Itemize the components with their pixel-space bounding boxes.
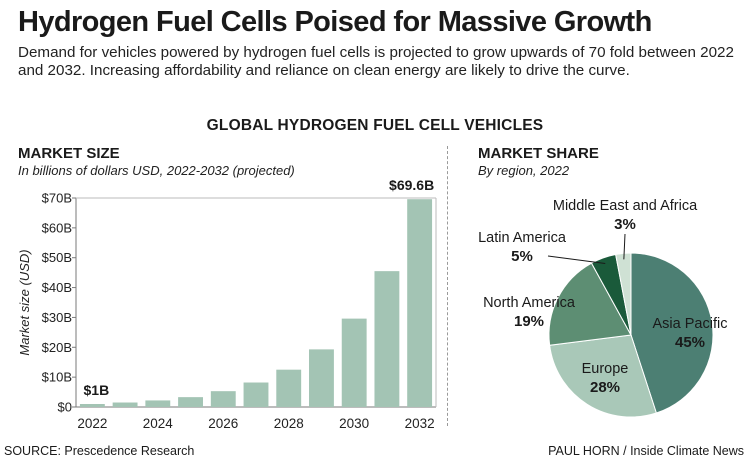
pie-label: Latin America	[478, 230, 567, 246]
y-tick-label: $70B	[42, 191, 72, 206]
y-axis-title: Market size (USD)	[17, 249, 32, 355]
x-tick-label: 2028	[274, 416, 304, 431]
pie-label: North America	[483, 295, 576, 311]
chart-subtitle: Demand for vehicles powered by hydrogen …	[18, 44, 734, 79]
x-tick-label: 2032	[405, 416, 435, 431]
bar-2032	[407, 199, 433, 407]
x-tick-label: 2030	[339, 416, 369, 431]
bar-2031	[374, 271, 400, 407]
pie-value: 19%	[514, 313, 544, 330]
y-tick-label: $0	[58, 400, 72, 415]
market-size-subtitle: In billions of dollars USD, 2022-2032 (p…	[18, 163, 295, 178]
pie-value: 5%	[511, 248, 533, 265]
x-tick-label: 2022	[77, 416, 107, 431]
bar-2028	[276, 369, 302, 407]
pie-label: Middle East and Africa	[553, 198, 698, 214]
pie-slice-north-america	[548, 262, 632, 346]
pie-slice-asia-pacific	[630, 252, 714, 414]
section-title: GLOBAL HYDROGEN FUEL CELL VEHICLES	[206, 117, 544, 134]
market-size-title: MARKET SIZE	[18, 145, 120, 162]
market-share-title: MARKET SHARE	[478, 145, 599, 162]
bar-2022	[79, 404, 105, 407]
y-tick-label: $40B	[42, 280, 72, 295]
pie-value: 28%	[590, 379, 620, 396]
x-tick-label: 2026	[208, 416, 238, 431]
bar-2024	[145, 400, 171, 407]
data-label: $1B	[84, 382, 110, 398]
pie-slice-europe	[549, 334, 657, 418]
leader-line	[623, 233, 626, 260]
credit-note: PAUL HORN / Inside Climate News	[548, 444, 744, 458]
bar-2030	[341, 318, 367, 407]
y-tick-label: $50B	[42, 250, 72, 265]
bar-2026	[210, 391, 236, 407]
bar-2023	[112, 402, 138, 407]
pie-label: Europe	[582, 361, 629, 377]
pie-slice-middle-east-and-africa	[615, 252, 632, 336]
pie-label: Asia Pacific	[653, 316, 728, 332]
pie-value: 45%	[675, 334, 705, 351]
pie-value: 3%	[614, 216, 636, 233]
y-tick-label: $10B	[42, 370, 72, 385]
chart-title: Hydrogen Fuel Cells Poised for Massive G…	[18, 6, 652, 38]
y-tick-label: $30B	[42, 310, 72, 325]
market-share-subtitle: By region, 2022	[478, 163, 570, 178]
panel-divider	[447, 146, 448, 426]
bar-2027	[243, 382, 269, 407]
leader-line	[547, 255, 606, 264]
y-tick-label: $60B	[42, 220, 72, 235]
x-tick-label: 2024	[143, 416, 174, 431]
bar-2029	[309, 349, 334, 407]
source-note: SOURCE: Prescedence Research	[4, 444, 195, 458]
y-tick-label: $20B	[42, 340, 72, 355]
bar-2025	[178, 397, 203, 407]
data-label: $69.6B	[389, 177, 434, 193]
